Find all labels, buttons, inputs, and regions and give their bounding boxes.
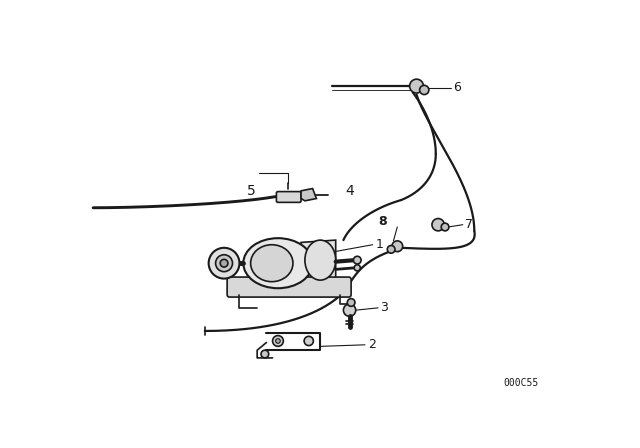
Circle shape	[209, 248, 239, 279]
Circle shape	[216, 255, 232, 271]
Circle shape	[387, 246, 395, 253]
Text: 7: 7	[465, 218, 473, 231]
Circle shape	[304, 336, 314, 345]
Circle shape	[276, 339, 280, 343]
Ellipse shape	[251, 245, 293, 282]
Circle shape	[344, 304, 356, 316]
Circle shape	[420, 85, 429, 95]
FancyBboxPatch shape	[227, 277, 351, 297]
Text: 5: 5	[246, 184, 255, 198]
Circle shape	[348, 299, 355, 306]
Polygon shape	[301, 240, 336, 283]
Text: 2: 2	[368, 338, 376, 351]
Circle shape	[353, 256, 361, 264]
Circle shape	[410, 79, 424, 93]
Ellipse shape	[243, 238, 312, 288]
Circle shape	[354, 265, 360, 271]
Circle shape	[220, 259, 228, 267]
Text: 000C55: 000C55	[503, 378, 538, 388]
Text: 4: 4	[345, 184, 354, 198]
FancyBboxPatch shape	[276, 192, 301, 202]
Text: 1: 1	[376, 238, 383, 251]
Ellipse shape	[305, 240, 336, 280]
Text: 8: 8	[378, 215, 387, 228]
Text: 6: 6	[454, 81, 461, 94]
Circle shape	[261, 350, 269, 358]
Circle shape	[392, 241, 403, 252]
Polygon shape	[301, 189, 316, 201]
Circle shape	[441, 223, 449, 231]
Circle shape	[273, 336, 284, 346]
Text: 3: 3	[380, 302, 388, 314]
Circle shape	[432, 219, 444, 231]
